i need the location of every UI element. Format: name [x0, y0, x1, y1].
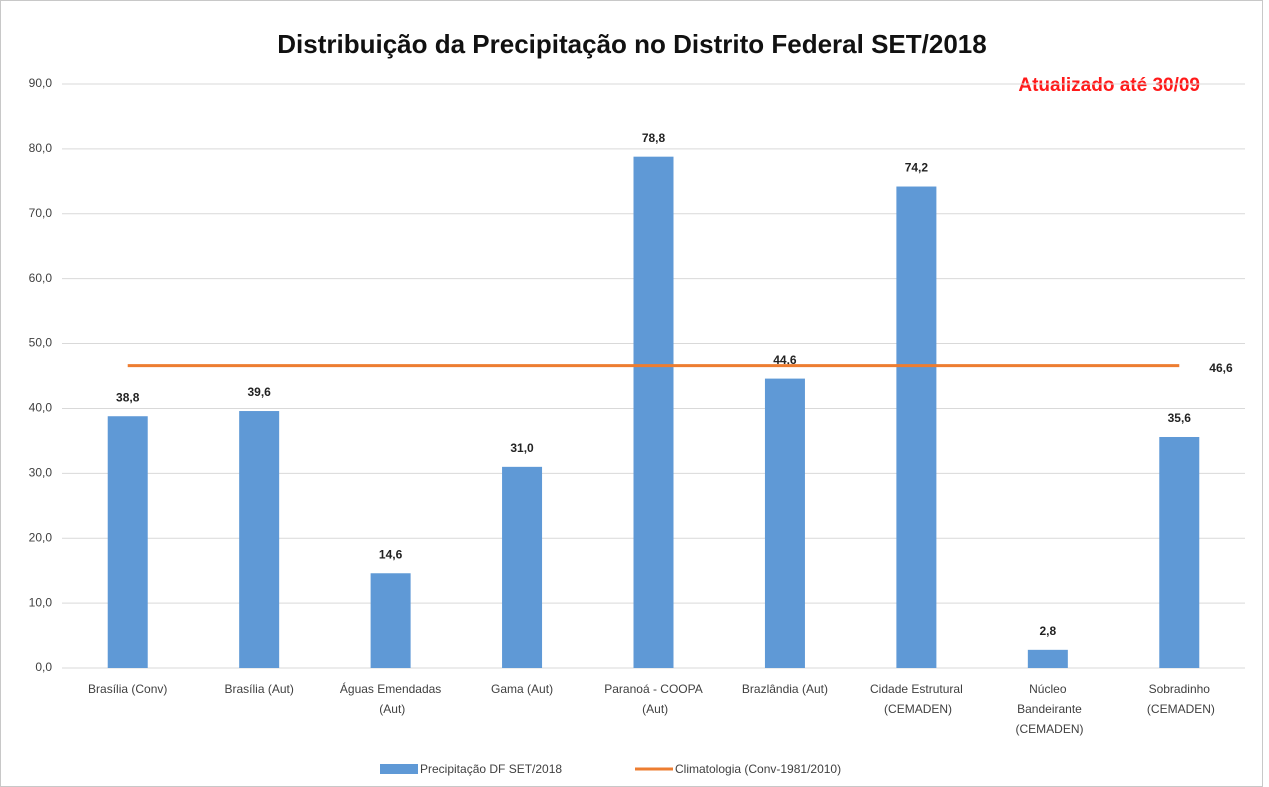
- data-label: 46,6: [1209, 361, 1233, 375]
- x-tick-label: Brasília (Conv): [88, 682, 167, 696]
- y-tick-label: 50,0: [29, 336, 53, 350]
- x-tick-label: Cidade Estrutural (CEMADEN): [870, 682, 963, 716]
- x-tick-label: Brazlândia (Aut): [742, 682, 828, 696]
- y-tick-label: 30,0: [29, 466, 53, 480]
- y-tick-label: 0,0: [35, 660, 52, 674]
- bar: [107, 416, 148, 668]
- chart-subtitle: Atualizado até 30/09: [1018, 75, 1200, 96]
- legend-swatch: [380, 764, 418, 774]
- y-tick-label: 90,0: [29, 76, 53, 90]
- bar: [633, 156, 674, 669]
- x-tick-label: Brasília (Aut): [224, 682, 293, 696]
- y-tick-label: 10,0: [29, 595, 53, 609]
- bar: [370, 573, 411, 668]
- data-label: 44,6: [773, 353, 797, 367]
- y-tick-label: 80,0: [29, 141, 53, 155]
- y-tick-label: 20,0: [29, 530, 53, 544]
- bar: [896, 186, 937, 668]
- data-label: 35,6: [1168, 411, 1192, 425]
- data-label: 2,8: [1039, 624, 1056, 638]
- y-tick-label: 60,0: [29, 271, 53, 285]
- x-tick-label: Sobradinho (CEMADEN): [1144, 682, 1215, 716]
- x-tick-label: Gama (Aut): [491, 682, 553, 696]
- data-label: 14,6: [379, 547, 403, 561]
- data-label: 38,8: [116, 390, 140, 404]
- x-tick-label: Núcleo Bandeirante (CEMADEN): [1012, 682, 1083, 736]
- y-tick-label: 70,0: [29, 206, 53, 220]
- data-label: 74,2: [905, 161, 929, 175]
- bar: [1027, 649, 1068, 668]
- chart-title: Distribuição da Precipitação no Distrito…: [277, 29, 986, 59]
- legend-label: Precipitação DF SET/2018: [420, 762, 562, 776]
- legend-label: Climatologia (Conv-1981/2010): [675, 762, 841, 776]
- bar: [764, 378, 805, 668]
- data-label: 31,0: [510, 441, 534, 455]
- bar: [502, 466, 543, 668]
- y-tick-label: 40,0: [29, 401, 53, 415]
- data-label: 39,6: [247, 385, 271, 399]
- data-label: 78,8: [642, 131, 666, 145]
- bar: [1159, 436, 1200, 668]
- bar: [239, 411, 280, 668]
- x-tick-label: Paranoá - COOPA (Aut): [604, 682, 702, 716]
- x-tick-label: Águas Emendadas (Aut): [340, 681, 441, 716]
